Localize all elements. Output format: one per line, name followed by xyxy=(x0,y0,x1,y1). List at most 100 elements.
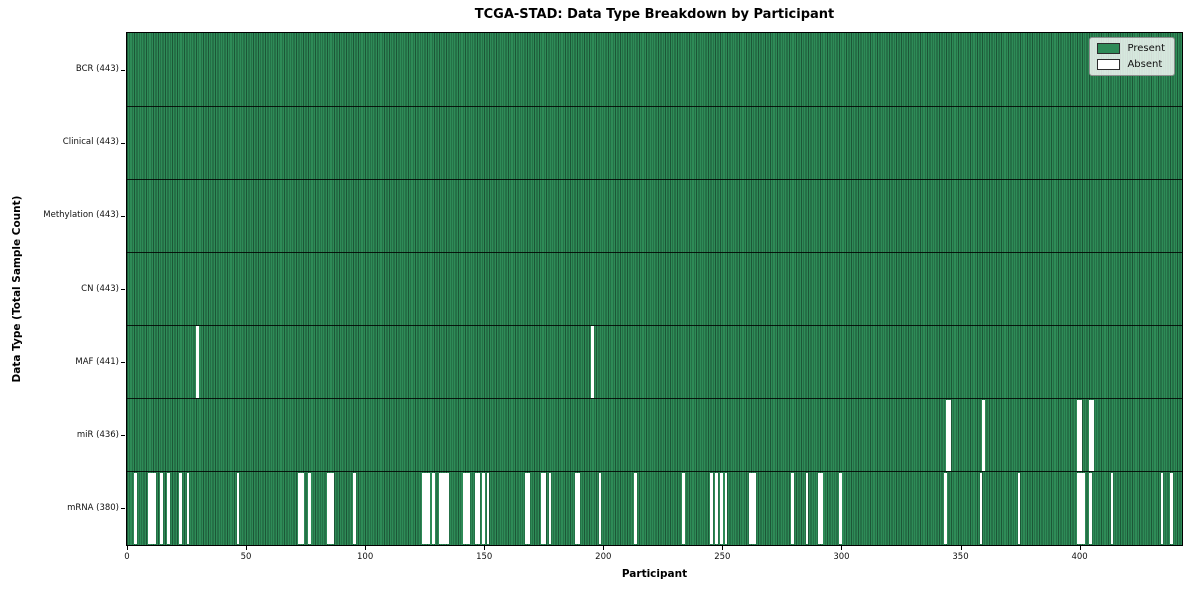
absent-bar xyxy=(791,472,795,545)
absent-bar xyxy=(753,472,756,545)
absent-bar xyxy=(481,472,485,545)
x-tick-label: 300 xyxy=(833,552,850,562)
y-tick-mark xyxy=(121,362,125,364)
absent-bar xyxy=(1089,472,1092,545)
absent-bar xyxy=(300,472,304,545)
row-divider xyxy=(127,178,1182,180)
absent-bar xyxy=(979,472,983,545)
absent-bar xyxy=(431,472,435,545)
absent-bar xyxy=(527,472,530,545)
absent-bar xyxy=(1077,472,1080,545)
absent-bar xyxy=(524,472,528,545)
absent-bar xyxy=(179,472,183,545)
absent-bar xyxy=(134,472,137,545)
absent-bar xyxy=(750,472,754,545)
absent-bar xyxy=(465,472,468,545)
absent-bar xyxy=(474,472,478,545)
y-tick-mark xyxy=(121,142,125,144)
y-tick-mark xyxy=(121,435,125,437)
absent-bar xyxy=(196,326,199,398)
x-tick-mark xyxy=(603,546,605,550)
present-swatch-icon xyxy=(1097,43,1121,54)
x-tick-mark xyxy=(246,546,248,550)
absent-bar xyxy=(477,472,480,545)
absent-bar xyxy=(307,472,311,545)
x-tick-mark xyxy=(841,546,843,550)
absent-swatch-icon xyxy=(1097,59,1121,70)
absent-bar xyxy=(1089,399,1092,472)
absent-bar xyxy=(438,472,442,545)
absent-bar xyxy=(943,472,947,545)
absent-bar xyxy=(839,472,842,545)
x-tick-label: 150 xyxy=(476,552,493,562)
absent-bar xyxy=(541,472,545,545)
absent-bar xyxy=(1017,472,1021,545)
x-tick-label: 350 xyxy=(952,552,969,562)
absent-bar xyxy=(160,472,163,545)
absent-bar xyxy=(1160,472,1164,545)
row-divider xyxy=(127,398,1182,400)
absent-bar xyxy=(820,472,823,545)
absent-bar xyxy=(424,472,428,545)
absent-bar xyxy=(724,472,728,545)
row-divider xyxy=(127,325,1182,327)
absent-bar xyxy=(548,472,552,545)
plot-area: Present Absent xyxy=(126,32,1183,546)
absent-bar xyxy=(422,472,425,545)
y-tick-label-maf: MAF (441) xyxy=(75,356,119,367)
absent-bar xyxy=(574,472,578,545)
absent-bar xyxy=(443,472,447,545)
absent-bar xyxy=(441,472,445,545)
y-tick-label-cn: CN (443) xyxy=(81,283,119,294)
absent-bar xyxy=(167,472,171,545)
absent-bar xyxy=(681,472,685,545)
x-tick-label: 0 xyxy=(124,552,130,562)
absent-bar xyxy=(353,472,356,545)
x-tick-mark xyxy=(960,546,962,550)
x-tick-label: 400 xyxy=(1071,552,1088,562)
y-tick-mark xyxy=(121,508,125,510)
legend: Present Absent xyxy=(1089,37,1175,76)
absent-bar xyxy=(946,399,949,472)
absent-bar xyxy=(710,472,714,545)
absent-bar xyxy=(1077,399,1080,472)
x-tick-label: 50 xyxy=(240,552,252,562)
absent-bar xyxy=(1079,472,1083,545)
absent-bar xyxy=(634,472,637,545)
row-divider xyxy=(127,251,1182,253)
absent-bar xyxy=(236,472,240,545)
y-tick-label-mrna: mRNA (380) xyxy=(67,502,119,513)
absent-bar xyxy=(331,472,335,545)
y-tick-label-clinical: Clinical (443) xyxy=(62,137,119,148)
legend-label-present: Present xyxy=(1127,43,1165,54)
y-tick-mark xyxy=(121,69,125,71)
y-tick-label-bcr: BCR (443) xyxy=(75,64,119,75)
y-tick-label-mir: miR (436) xyxy=(76,429,119,440)
absent-bar xyxy=(719,472,723,545)
y-tick-label-methylation: Methylation (443) xyxy=(43,210,119,221)
absent-bar xyxy=(486,472,490,545)
row-divider xyxy=(127,105,1182,107)
x-tick-mark xyxy=(127,546,128,550)
chart-title: TCGA-STAD: Data Type Breakdown by Partic… xyxy=(474,7,835,22)
absent-bar xyxy=(817,472,821,545)
legend-entry-absent: Absent xyxy=(1097,59,1165,70)
absent-bar xyxy=(467,472,471,545)
y-tick-mark xyxy=(121,289,125,290)
absent-bar xyxy=(948,399,952,472)
absent-bar xyxy=(1110,472,1114,545)
absent-bar xyxy=(1170,472,1173,545)
absent-bar xyxy=(981,399,985,472)
x-tick-mark xyxy=(484,546,486,550)
absent-bar xyxy=(598,472,602,545)
absent-bar xyxy=(543,472,547,545)
absent-bar xyxy=(150,472,154,545)
absent-bar xyxy=(186,472,190,545)
absent-bar xyxy=(327,472,330,545)
absent-bar xyxy=(446,472,449,545)
absent-bar xyxy=(1081,472,1085,545)
x-tick-label: 200 xyxy=(595,552,612,562)
x-tick-label: 250 xyxy=(714,552,731,562)
absent-bar xyxy=(715,472,718,545)
